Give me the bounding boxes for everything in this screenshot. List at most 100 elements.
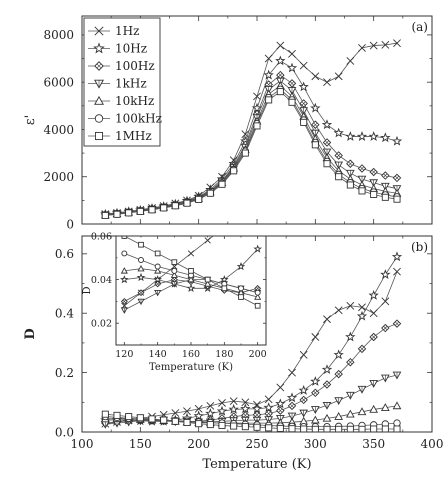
panel-a-y-tick-label: 2000	[43, 170, 74, 184]
panel-b-data-point-square	[370, 425, 378, 432]
inset-data-point-x	[255, 194, 261, 200]
panel-b-data-point-star	[228, 403, 239, 414]
panel-a-data-point-star	[286, 62, 298, 73]
inset-data-point-diamond-cross	[122, 299, 126, 304]
panel-b-data-point-square	[300, 425, 308, 432]
inset-y-tick-label: 0.06	[91, 231, 112, 242]
panel-a-data-point-square	[381, 193, 389, 201]
panel-b-panel-label: (b)	[411, 240, 428, 254]
panel-b-data-point-square	[265, 424, 273, 432]
inset-y-tick-label: 0.04	[91, 275, 112, 286]
panel-a-data-point-x	[311, 72, 320, 81]
inset-data-point-square	[154, 250, 161, 257]
panel-b-data-point-diamond-cross	[348, 360, 353, 365]
panel-a-data-point-diamond-cross	[313, 122, 318, 127]
inset-data-point-circle	[138, 257, 144, 263]
panel-a-data-point-diamond-cross	[336, 153, 341, 158]
panel-a-data-point-square	[195, 195, 203, 203]
panel-a-data-point-diamond-cross	[371, 169, 376, 175]
inset-data-point-diamond-cross	[172, 277, 176, 282]
panel-b-data-point-x	[229, 397, 238, 406]
panel-a-data-point-diamond-cross	[266, 82, 271, 87]
inset-data-point-star	[253, 244, 262, 253]
panel-b-data-point-square	[206, 421, 214, 429]
panel-b-data-point-x	[288, 368, 296, 377]
inset-data-point-circle	[121, 250, 128, 257]
panel-b-data-point-diamond-cross	[243, 413, 248, 418]
inset-data-point-circle	[154, 263, 161, 270]
panel-b-data-point-diamond-cross	[301, 397, 306, 402]
legend-entry-label: 1kHz	[115, 77, 147, 91]
inset-data-point-circle	[171, 267, 178, 274]
panel-b-data-point-star	[356, 310, 368, 321]
panel-b-data-point-x	[311, 333, 320, 341]
panel-a: 0 2000 4000 6000 8000 (a) ε' 1Hz 10Hz 100Hz 1kHz 10…	[23, 15, 433, 231]
panel-b-data-point-square	[160, 416, 168, 424]
panel-a-data-point-star	[368, 131, 379, 141]
inset-data-point-square	[188, 268, 194, 274]
panel-a-data-point-diamond-cross	[348, 161, 353, 166]
panel-a-y-tick-label: 0	[66, 217, 74, 231]
panel-a-data-point-x	[381, 40, 390, 49]
panel-a-data-point-diamond-cross	[324, 140, 330, 145]
panel-a-data-point-square	[311, 141, 319, 149]
legend-entry-label: 10Hz	[115, 42, 147, 56]
panel-a-data-point-x	[264, 54, 273, 63]
panel-a-data-point-square	[218, 180, 226, 188]
panel-a-data-point-diamond-cross	[301, 101, 306, 106]
inset-y-tick-label: 0.02	[91, 319, 112, 330]
legend-entry-label: 100Hz	[115, 59, 155, 73]
panel-a-data-point-square	[160, 204, 168, 212]
panel-b-data-point-diamond-cross	[324, 382, 330, 387]
inset-data-point-square	[238, 294, 244, 300]
panel-a-data-point-square	[206, 189, 214, 197]
panel-a-data-point-star	[356, 131, 368, 141]
panel-b-data-point-star	[240, 403, 251, 414]
panel-b-x-tick-label: 400	[421, 437, 444, 451]
panel-b-x-tick-label: 150	[129, 437, 152, 451]
panel-b-data-point-x	[206, 401, 215, 410]
panel-a-data-point-square	[393, 195, 401, 203]
panel-b-data-point-x	[194, 404, 203, 413]
panel-b-data-point-square	[113, 411, 121, 419]
panel-b-y-tick-label: 0.4	[55, 307, 74, 321]
panel-a-data-point-square	[253, 122, 261, 130]
panel-a-data-point-star	[345, 131, 356, 141]
inset-data-point-x	[222, 224, 228, 230]
inset-data-point-x	[187, 250, 195, 257]
inset-x-tick-label: 140	[149, 349, 167, 360]
panel-a-data-point-star	[380, 132, 391, 143]
panel-b-data-point-diamond-cross	[383, 326, 388, 331]
inset-x-tick-label: 160	[182, 349, 200, 360]
legend-marker-x	[94, 26, 104, 36]
panel-a-data-point-x	[276, 41, 285, 50]
panel-a-data-point-diamond-cross	[359, 166, 365, 171]
panel-b-data-point-triangle-up	[392, 401, 402, 410]
panel-b-data-point-x	[171, 409, 180, 417]
panel-a-y-tick-label: 8000	[43, 28, 74, 42]
panel-b-data-point-triangle-up	[357, 407, 367, 416]
panel-a-data-point-x	[288, 49, 296, 58]
panel-b-x-tick-label: 100	[71, 437, 94, 451]
panel-b-series-group	[100, 251, 403, 432]
inset-data-point-triangle-up	[137, 264, 145, 272]
panel-b-data-point-star	[216, 405, 228, 416]
panel-b-data-point-diamond-cross	[278, 408, 283, 413]
panel-a-data-point-x	[323, 78, 331, 87]
panel-a-data-point-square	[183, 199, 191, 207]
panel-a-data-point-x	[346, 56, 355, 65]
inset-plot-frame	[115, 235, 267, 346]
panel-a-data-point-diamond-cross	[278, 73, 283, 78]
panel-b-data-point-square	[381, 425, 389, 432]
panel-b-x-axis-label: Temperature (K)	[202, 457, 311, 472]
panel-a-data-point-square	[276, 88, 284, 96]
legend: 1Hz 10Hz 100Hz 1kHz 10kHz 100kHz 1MHz	[83, 17, 162, 147]
panel-b-data-point-x	[358, 303, 366, 312]
panel-a-data-point-diamond-cross	[394, 175, 400, 180]
panel-a-data-point-square	[171, 202, 179, 210]
panel-b-data-point-square	[253, 423, 261, 431]
inset-data-point-triangle-up	[170, 271, 178, 278]
legend-entry-label: 100kHz	[115, 112, 162, 126]
panel-b-x-tick-label: 250	[246, 437, 269, 451]
panel-b-data-point-x	[334, 306, 343, 315]
